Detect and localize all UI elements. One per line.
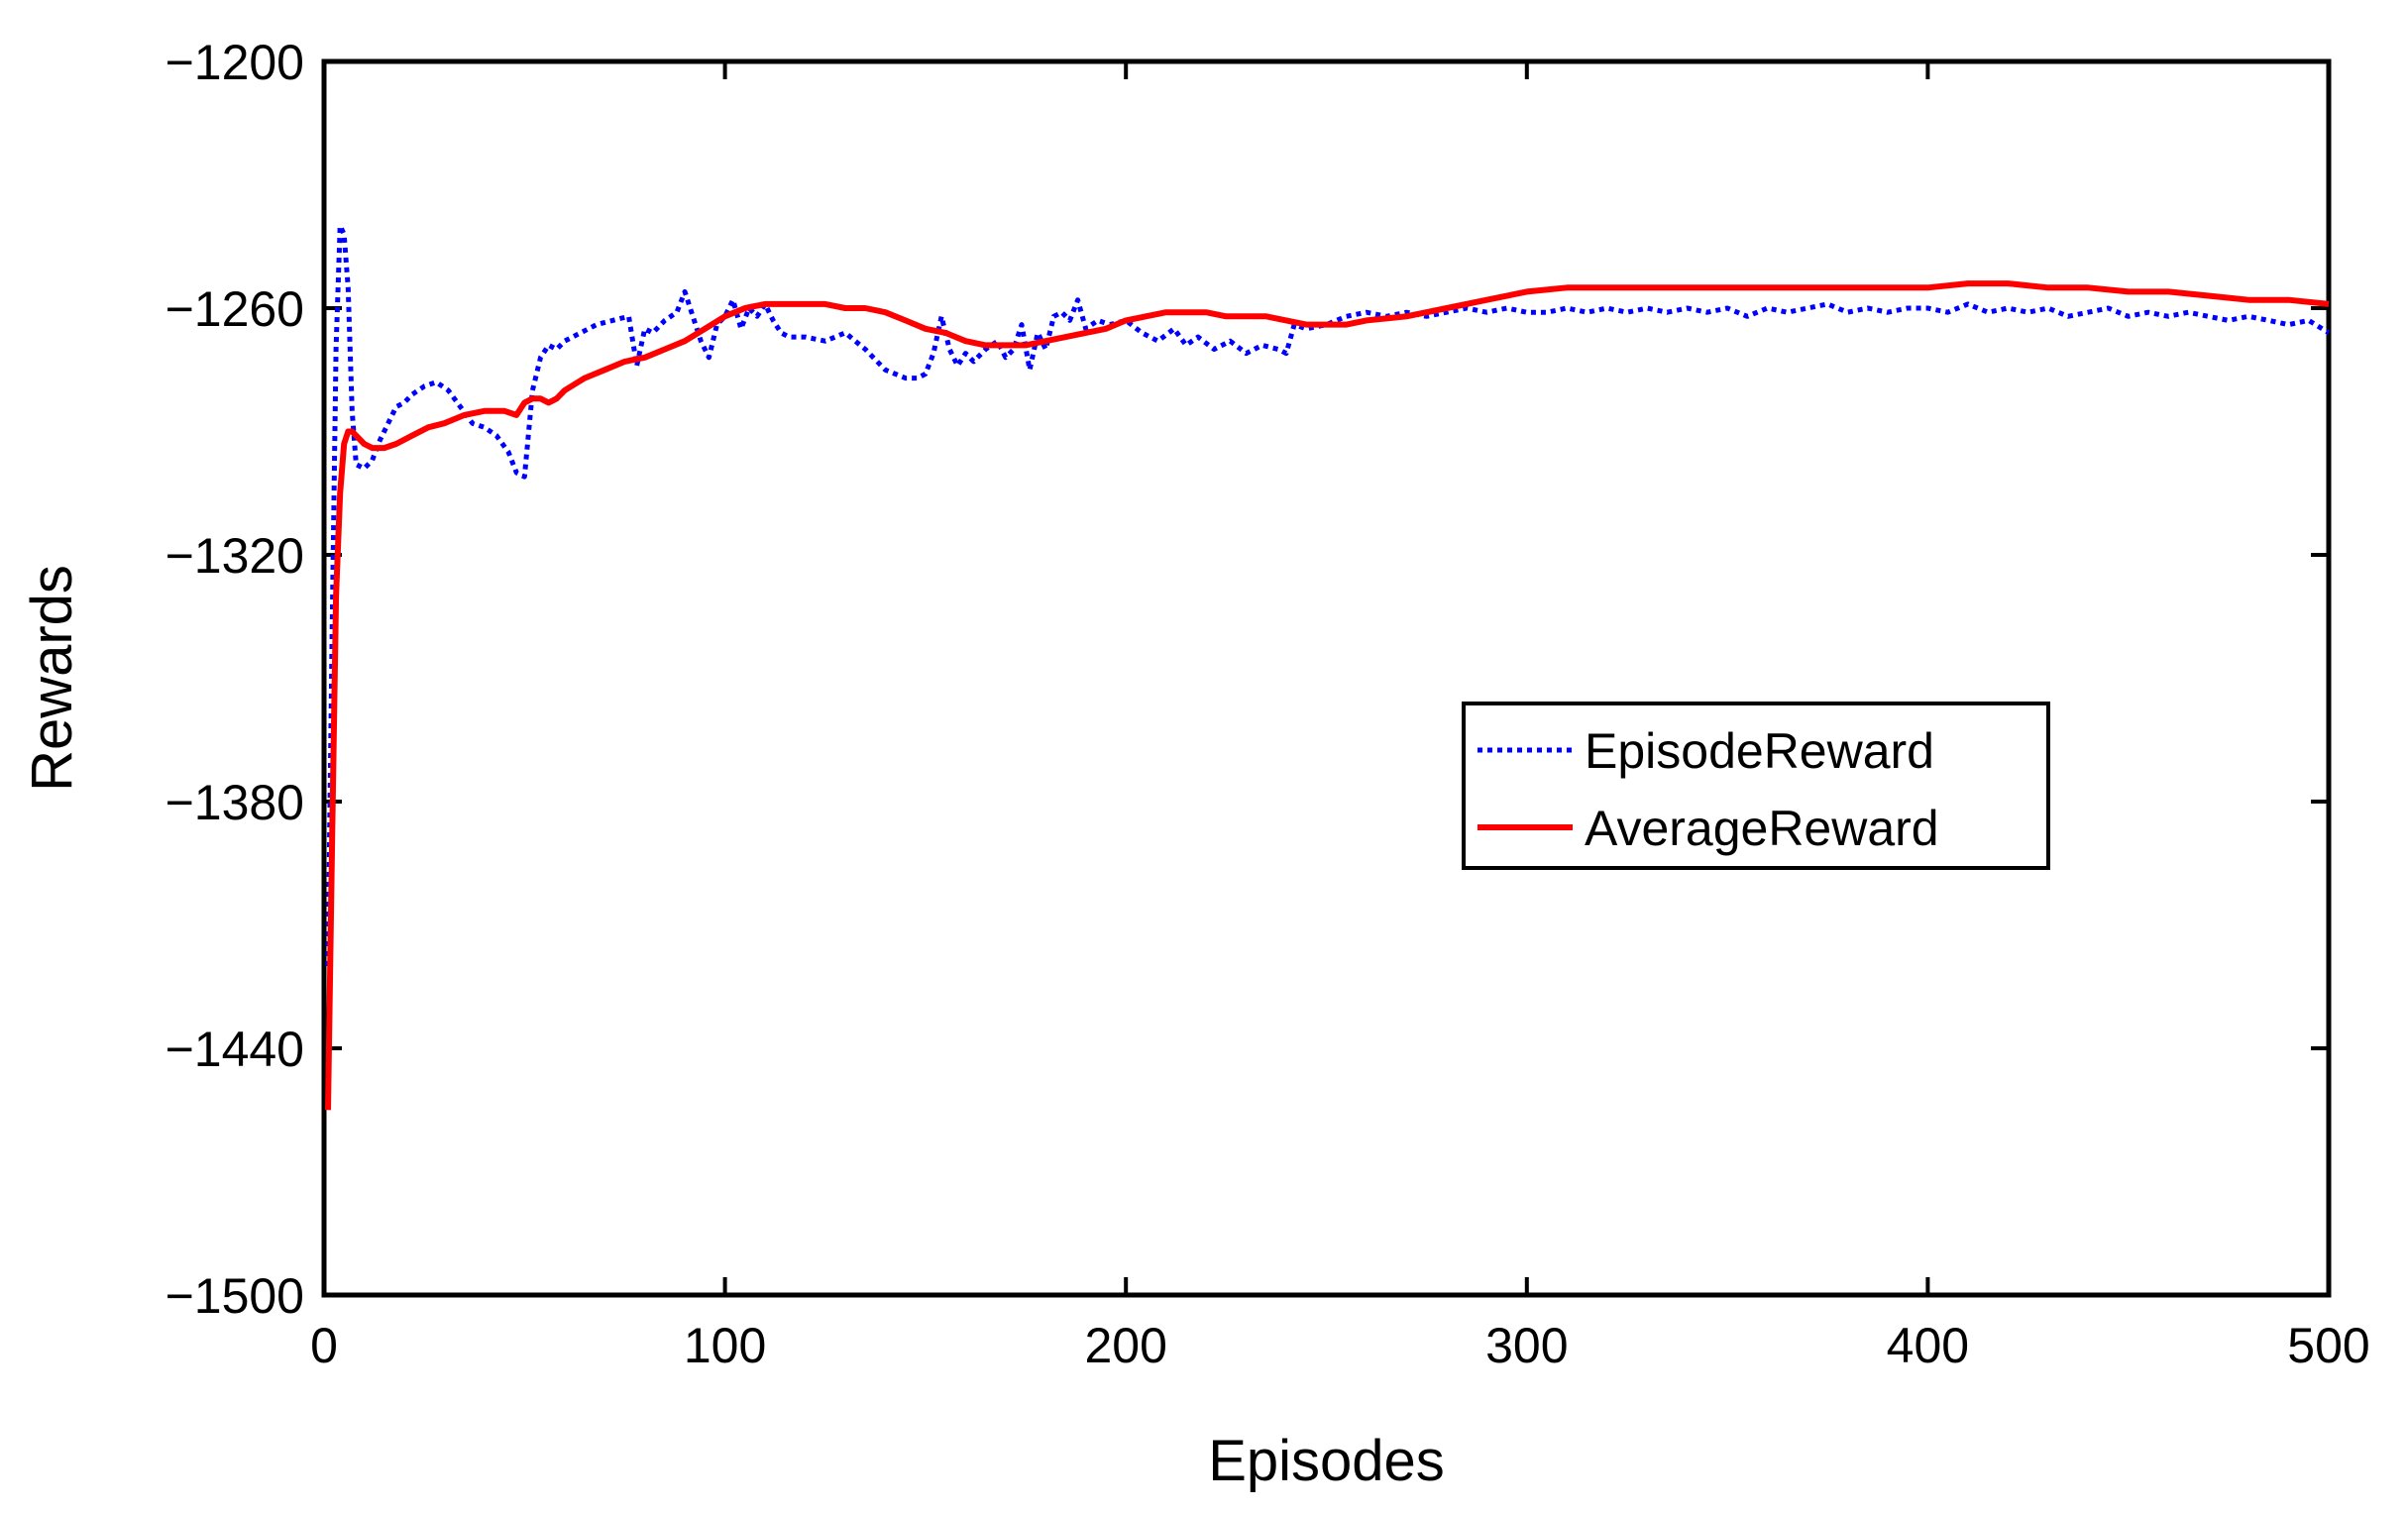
x-tick-label: 100 <box>684 1318 766 1373</box>
legend-box <box>1462 702 2050 870</box>
tick-labels: 0 100 200 300 400 500 −1500 −1440 −1380 −1320 −126… <box>165 35 2370 1373</box>
legend: EpisodeReward AverageReward <box>1462 702 2050 870</box>
y-tick-label: −1440 <box>165 1022 304 1077</box>
x-tick-label: 400 <box>1887 1318 1969 1373</box>
legend-label-average-reward: AverageReward <box>1585 801 1939 856</box>
series-layer <box>325 223 2331 1111</box>
y-tick-label: −1500 <box>165 1268 304 1324</box>
axis-ticks <box>322 59 2331 1297</box>
x-tick-label: 200 <box>1084 1318 1166 1373</box>
x-tick-label: 300 <box>1485 1318 1568 1373</box>
x-tick-label: 500 <box>2287 1318 2369 1373</box>
y-tick-label: −1320 <box>165 528 304 584</box>
plot-frame <box>321 58 2332 1298</box>
y-tick-label: −1260 <box>165 281 304 337</box>
series-line-averagereward <box>325 280 2330 1111</box>
y-axis-title: Rewards <box>20 565 84 792</box>
y-tick-label: −1380 <box>165 775 304 830</box>
x-tick-label: 0 <box>310 1318 338 1373</box>
series-line-episodereward <box>325 223 2331 967</box>
x-axis-title: Episodes <box>1208 1429 1445 1493</box>
y-tick-label: −1200 <box>165 35 304 90</box>
plot-area <box>321 58 2332 1298</box>
legend-label-episode-reward: EpisodeReward <box>1585 723 1934 779</box>
